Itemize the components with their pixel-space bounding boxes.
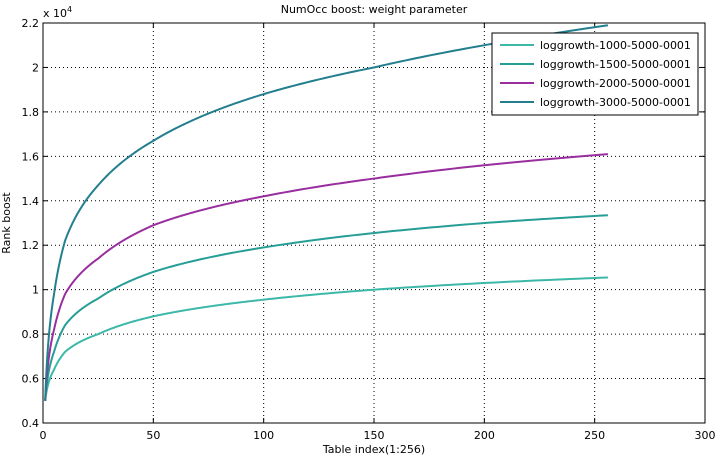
y-tick-label: 1.6 [22, 150, 40, 163]
x-tick-label: 150 [364, 429, 385, 442]
y-axis-exponent: x 104 [43, 5, 72, 20]
series [44, 24, 609, 401]
axis-ticks: 0 50 100 150 200 250 300 0.4 0.6 0.8 1 1.2 1.4 1.6 1.8… [22, 17, 715, 442]
legend-entry-label: loggrowth-2000-5000-0001 [540, 77, 691, 90]
y-tick-label: 0.8 [22, 328, 40, 341]
x-tick-label: 200 [474, 429, 495, 442]
y-axis-exponent-power: 4 [67, 5, 72, 14]
y-tick-label: 1.8 [22, 106, 40, 119]
x-tick-label: 300 [695, 429, 715, 442]
chart-title: NumOcc boost: weight parameter [281, 3, 468, 16]
y-tick-label: 0.4 [22, 417, 40, 430]
legend-entry-label: loggrowth-1500-5000-0001 [540, 58, 691, 71]
y-axis-label: Rank boost [0, 192, 13, 254]
legend-entry-label: loggrowth-3000-5000-0001 [540, 96, 691, 109]
y-tick-label: 1 [32, 284, 39, 297]
x-tick-label: 250 [584, 429, 605, 442]
series-line [44, 276, 608, 401]
legend-entry-label: loggrowth-1000-5000-0001 [540, 39, 691, 52]
x-axis-label: Table index(1:256) [322, 443, 425, 456]
y-tick-label: 2.2 [22, 17, 40, 30]
x-tick-label: 100 [253, 429, 274, 442]
y-tick-label: 1.4 [22, 195, 40, 208]
y-tick-label: 2 [32, 61, 39, 74]
series-line [44, 24, 609, 401]
x-tick-label: 50 [146, 429, 160, 442]
y-tick-label: 1.2 [22, 239, 40, 252]
y-tick-label: 0.6 [22, 373, 40, 386]
series-line [44, 153, 608, 401]
y-axis-exponent-base: x 10 [43, 7, 67, 20]
x-tick-label: 0 [40, 429, 47, 442]
legend: loggrowth-1000-5000-0001 loggrowth-1500-5… [491, 32, 699, 116]
series-line [44, 214, 608, 401]
